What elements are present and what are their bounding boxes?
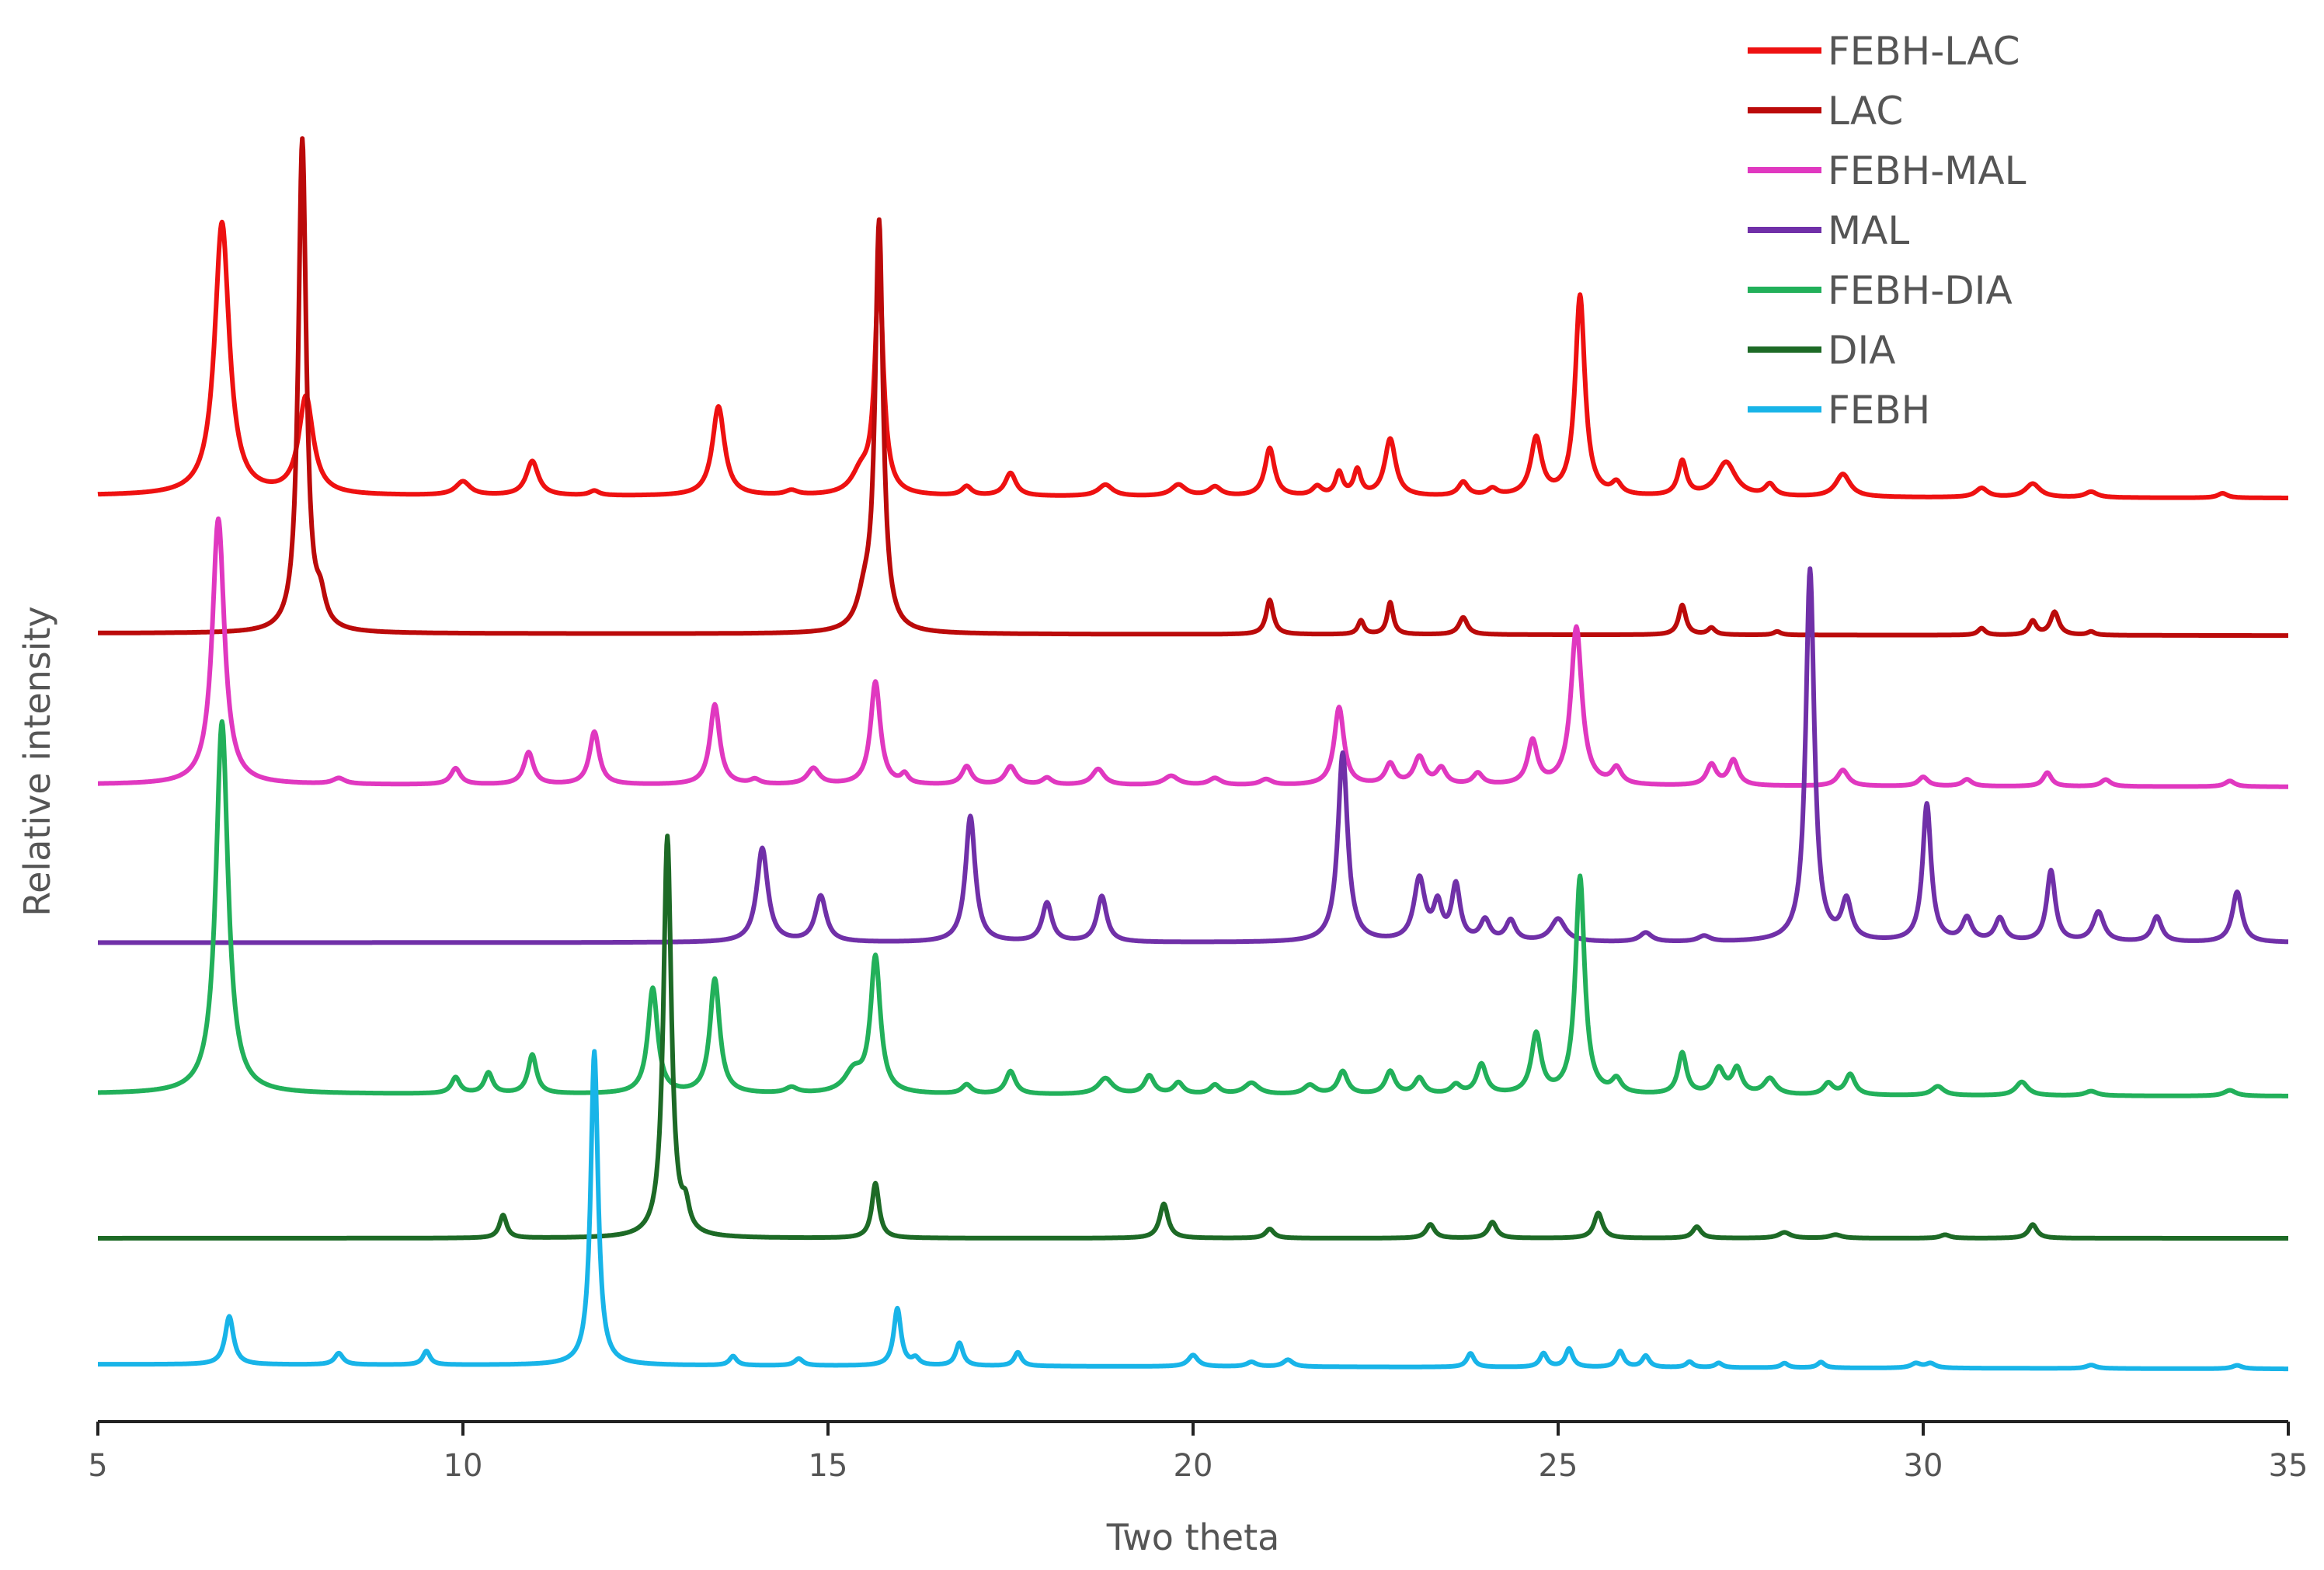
- x-tick-label: 5: [88, 1448, 107, 1484]
- series-line-febh: [96, 1049, 2291, 1372]
- x-tick-label: 15: [809, 1448, 848, 1484]
- series-line-lac: [96, 136, 2291, 639]
- legend-label: LAC: [1828, 89, 1903, 134]
- x-tick-label: 35: [2269, 1448, 2308, 1484]
- series-line-febh-lac: [96, 219, 2291, 500]
- series-line-dia: [96, 834, 2291, 1241]
- legend-label: FEBH-LAC: [1828, 29, 2020, 74]
- legend-label: DIA: [1828, 328, 1895, 373]
- x-tick-label: 25: [1539, 1448, 1578, 1484]
- x-tick-label: 30: [1904, 1448, 1943, 1484]
- x-tick-label: 20: [1174, 1448, 1213, 1484]
- series-line-mal: [96, 566, 2291, 945]
- legend: FEBH-LAC LAC FEBH-MAL MAL FEBH-DIA DIA FEBH: [1748, 29, 2027, 433]
- legend-label: FEBH-MAL: [1828, 148, 2027, 193]
- legend-label: FEBH-DIA: [1828, 268, 2013, 313]
- series-line-febh-mal: [96, 516, 2291, 789]
- x-axis-title: Two theta: [1106, 1516, 1280, 1558]
- y-axis-title: Relative intensity: [16, 606, 58, 917]
- series-line-febh-dia: [96, 719, 2291, 1098]
- legend-label: FEBH: [1828, 388, 1930, 433]
- x-tick-label: 10: [444, 1448, 483, 1484]
- x-axis-ticks: 5 10 15 20 25 30 35: [88, 1422, 2308, 1484]
- series-layer: [96, 136, 2291, 1372]
- legend-label: MAL: [1828, 208, 1909, 253]
